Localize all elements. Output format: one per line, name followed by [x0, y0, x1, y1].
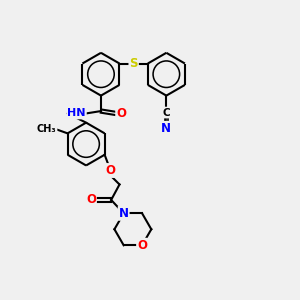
Text: O: O: [137, 239, 147, 252]
Text: O: O: [116, 107, 126, 120]
Text: N: N: [119, 207, 129, 220]
Text: CH₃: CH₃: [37, 124, 57, 134]
Text: O: O: [105, 164, 115, 177]
Text: HN: HN: [67, 108, 86, 118]
Text: C: C: [163, 108, 170, 118]
Text: S: S: [129, 57, 138, 70]
Text: O: O: [86, 194, 96, 206]
Text: N: N: [161, 122, 171, 135]
